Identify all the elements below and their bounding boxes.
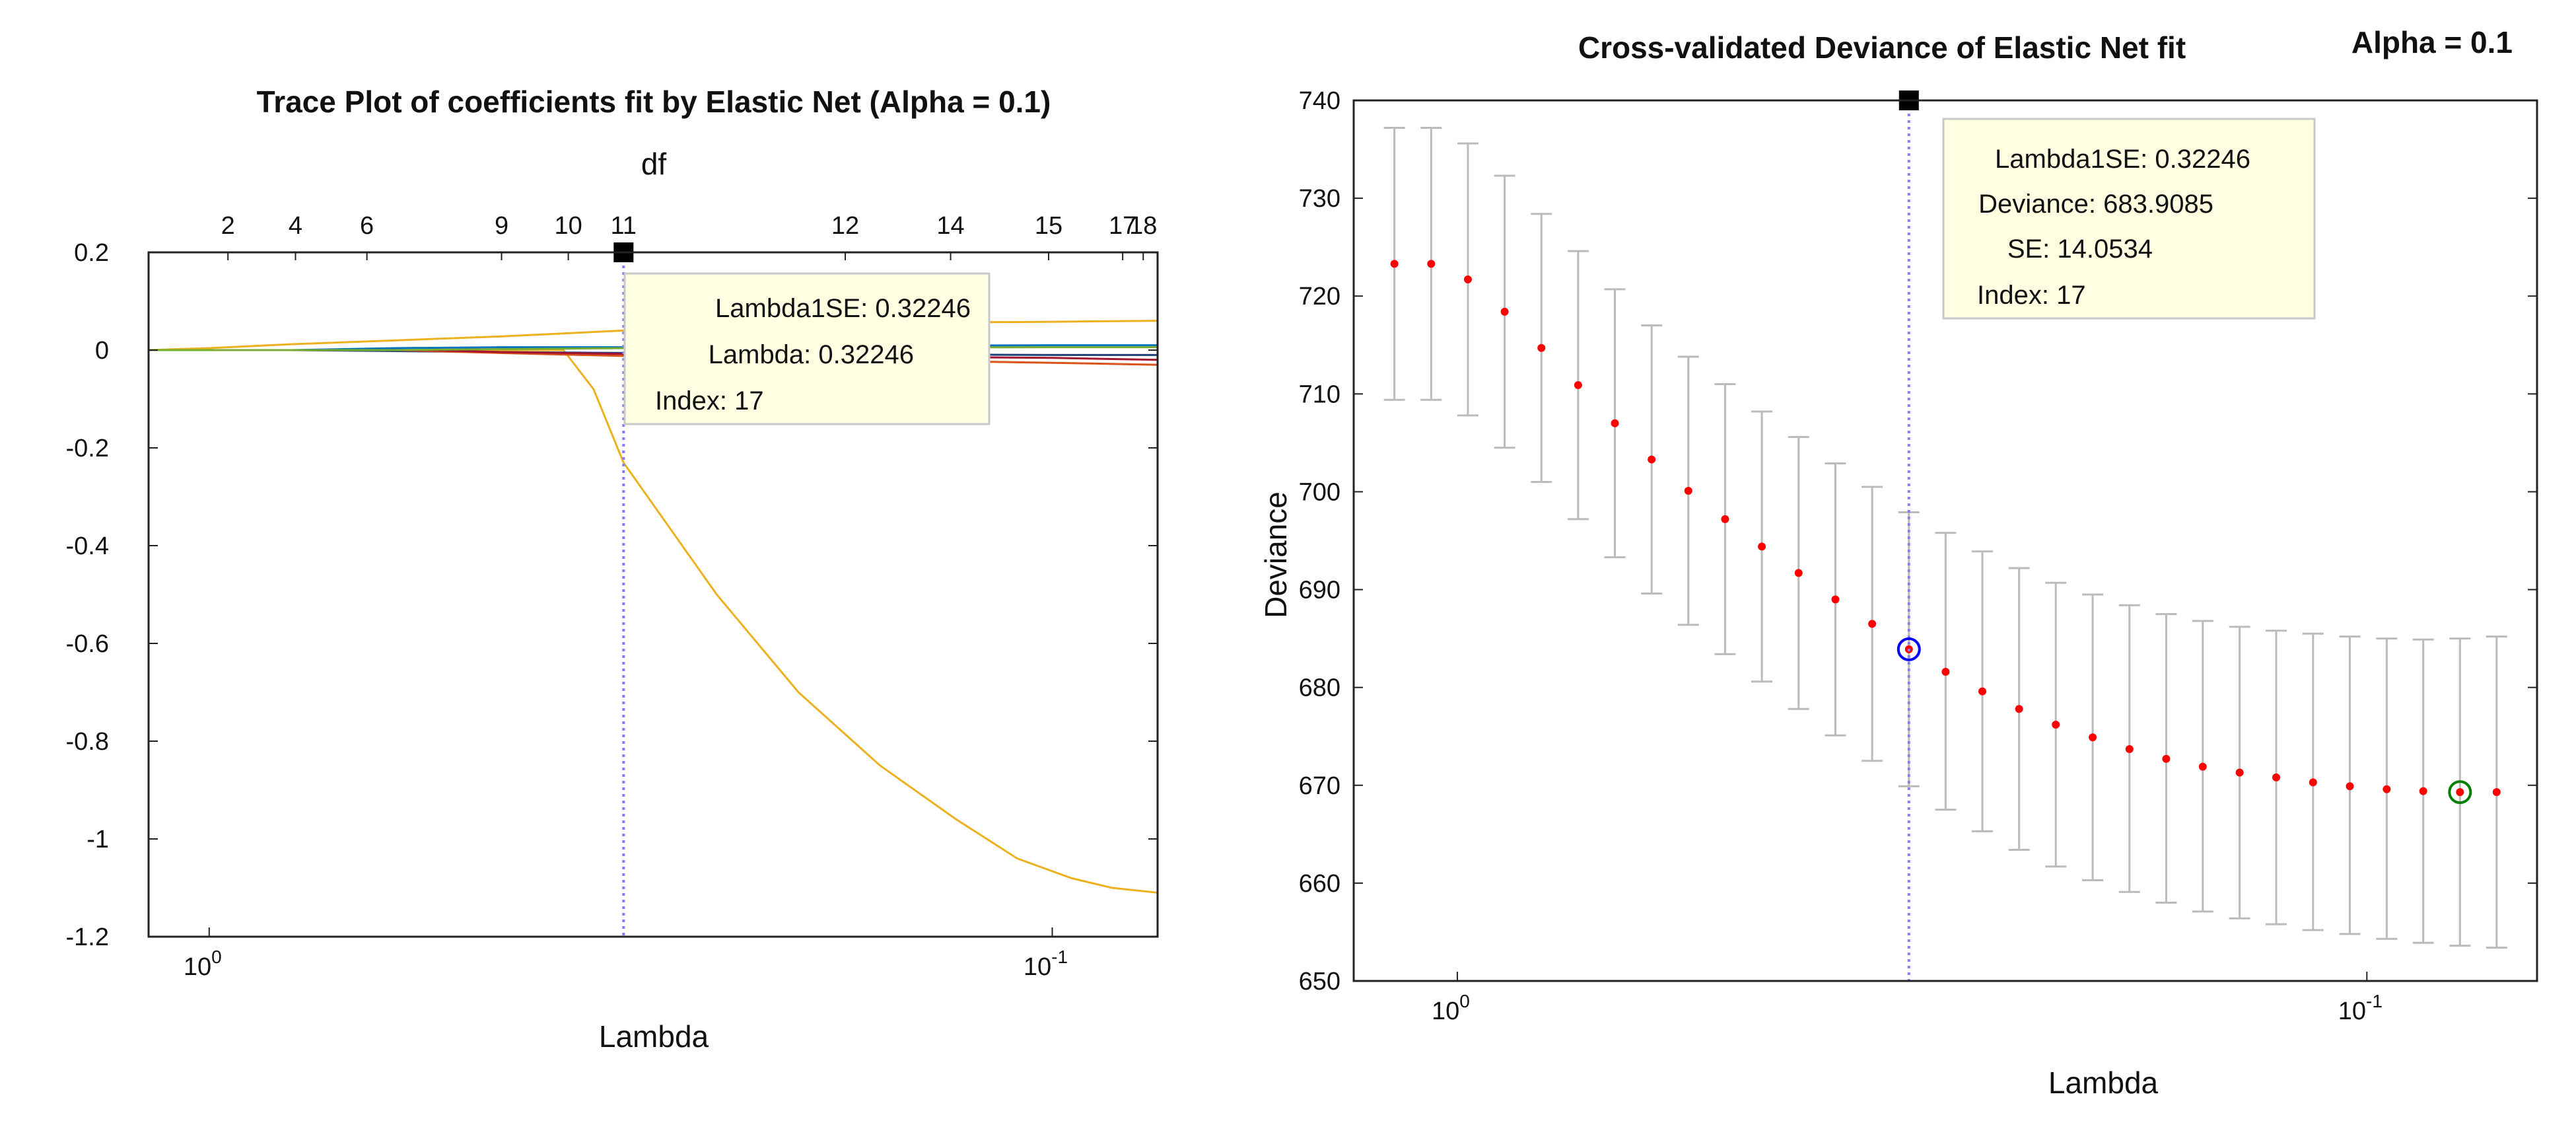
deviance-point: [2492, 788, 2501, 797]
cv-deviance-datatip-se: SE: 14.0534: [2007, 235, 2153, 264]
lambda1se-circle-marker: [1897, 637, 1921, 661]
deviance-point: [1648, 455, 1656, 464]
cv-deviance-datatip-lambda1se: Lambda1SE: 0.32246: [1995, 145, 2250, 174]
cv-deviance-datatip-index: Index: 17: [1977, 281, 2086, 310]
cv-deviance-datatip[interactable]: Lambda1SE: 0.32246 Deviance: 683.9085 SE…: [1942, 118, 2316, 320]
cv-deviance-datatip-deviance: Deviance: 683.9085: [1978, 190, 2213, 219]
cv-deviance-y-tick-label: 680: [1299, 674, 1340, 702]
deviance-point: [2162, 754, 2171, 763]
cv-deviance-y-tick-label: 720: [1299, 283, 1340, 310]
trace-plot-x-tick-label: 100: [184, 947, 222, 981]
cv-deviance-chart: Cross-validated Deviance of Elastic Net …: [1259, 25, 2538, 1100]
deviance-point: [2089, 733, 2097, 742]
df-tick-label: 17: [1109, 212, 1136, 240]
cv-deviance-y-label: Deviance: [1259, 491, 1293, 618]
deviance-point: [1390, 260, 1399, 268]
deviance-point: [1831, 595, 1840, 604]
df-tick-label: 2: [221, 212, 235, 240]
trace-plot-title: Trace Plot of coefficients fit by Elasti…: [257, 85, 1051, 119]
trace-plot-x-label: Lambda: [599, 1019, 709, 1054]
df-tick-label: 15: [1035, 212, 1062, 240]
df-tick-label: 9: [495, 212, 508, 240]
trace-plot-axes-box: [147, 251, 1159, 938]
trace-plot-y-tick-label: -1: [87, 826, 109, 853]
deviance-point: [1463, 275, 1472, 284]
deviance-point: [2198, 762, 2207, 771]
cv-deviance-x-ticks: 100 10-1: [1432, 972, 2383, 1025]
cv-deviance-x-label: Lambda: [2048, 1066, 2159, 1100]
df-tick-label: 11: [611, 212, 637, 240]
cv-deviance-datatip-box: [1942, 118, 2316, 320]
df-tick-label: 10: [554, 212, 582, 240]
cv-deviance-points: [1390, 260, 2501, 797]
trace-plot-y-tick-label: -0.2: [66, 435, 109, 462]
cv-deviance-y-tick-label: 700: [1299, 478, 1340, 506]
trace-line-coef-large: [149, 349, 1158, 894]
deviance-point: [2346, 782, 2354, 791]
lambda-min-circle-marker: [2448, 780, 2472, 805]
deviance-point: [1978, 687, 1987, 696]
deviance-point: [1941, 667, 1950, 676]
deviance-point: [2309, 778, 2317, 787]
trace-plot-y-tick-label: -1.2: [66, 923, 109, 951]
trace-plot-x-tick-label: 10-1: [1024, 947, 1068, 981]
trace-plot-y-tick-label: -0.4: [66, 532, 109, 560]
cv-deviance-highlight-circles: [1897, 637, 2472, 805]
deviance-point: [2456, 788, 2464, 797]
deviance-point: [1611, 419, 1619, 427]
cv-deviance-alpha-label: Alpha = 0.1: [2351, 25, 2513, 59]
deviance-point: [2383, 785, 2391, 793]
cv-deviance-x-tick-label: 10-1: [2338, 991, 2383, 1025]
trace-plot-y-tick-label: 0.2: [74, 239, 109, 267]
cv-deviance-y-tick-label: 690: [1299, 577, 1340, 604]
cv-deviance-y-tick-label: 730: [1299, 185, 1340, 213]
trace-plot-datatip-box: [623, 272, 991, 425]
trace-line-coef-green: [149, 346, 1158, 351]
trace-plot-y-ticks: 0.2 0 -0.2 -0.4 -0.6 -0.8 -1 -1.2: [66, 239, 1158, 951]
deviance-point: [1537, 344, 1546, 352]
cv-deviance-y-tick-label: 670: [1299, 772, 1340, 800]
trace-plot-x-ticks: 100 10-1: [184, 927, 1068, 981]
cv-deviance-y-tick-label: 710: [1299, 380, 1340, 408]
cv-deviance-x-tick-label: 100: [1432, 991, 1470, 1025]
deviance-point: [2052, 720, 2060, 729]
trace-plot-y-tick-label: -0.6: [66, 630, 109, 658]
trace-plot-datatip-lambda1se: Lambda1SE: 0.32246: [715, 294, 971, 323]
deviance-point: [2272, 773, 2281, 781]
cv-deviance-y-ticks: 650 660 670 680 690 700 710 720 730 740: [1299, 87, 2537, 995]
deviance-point: [1758, 542, 1766, 551]
cv-deviance-y-tick-label: 740: [1299, 87, 1340, 115]
df-tick-label: 4: [289, 212, 302, 240]
deviance-point: [1574, 381, 1582, 390]
deviance-point: [2015, 705, 2023, 713]
deviance-point: [2125, 744, 2134, 753]
df-tick-label: 12: [831, 212, 859, 240]
trace-plot-y-tick-label: -0.8: [66, 728, 109, 756]
trace-plot-y-tick-label: 0: [95, 337, 109, 365]
deviance-point: [1684, 486, 1692, 495]
trace-plot-datatip-index: Index: 17: [655, 386, 764, 416]
deviance-point: [2419, 787, 2427, 795]
df-tick-label: 6: [360, 212, 374, 240]
deviance-point: [2235, 768, 2244, 777]
df-axis-label: df: [641, 147, 667, 181]
deviance-point: [1868, 620, 1877, 628]
cv-deviance-axes-box: [1352, 99, 2538, 982]
df-tick-label: 14: [936, 212, 964, 240]
deviance-point: [1794, 569, 1803, 577]
deviance-point: [1500, 307, 1509, 316]
trace-plot-datatip-lambda: Lambda: 0.32246: [709, 340, 914, 369]
cv-deviance-y-tick-label: 660: [1299, 870, 1340, 898]
cv-deviance-y-tick-label: 650: [1299, 968, 1340, 995]
cv-deviance-title: Cross-validated Deviance of Elastic Net …: [1578, 30, 2186, 65]
trace-plot-datatip[interactable]: Lambda1SE: 0.32246 Lambda: 0.32246 Index…: [623, 272, 991, 425]
deviance-point: [1427, 260, 1436, 268]
df-tick-label: 18: [1129, 212, 1157, 240]
deviance-point: [1721, 515, 1729, 523]
trace-plot-chart: Trace Plot of coefficients fit by Elasti…: [66, 85, 1159, 1054]
